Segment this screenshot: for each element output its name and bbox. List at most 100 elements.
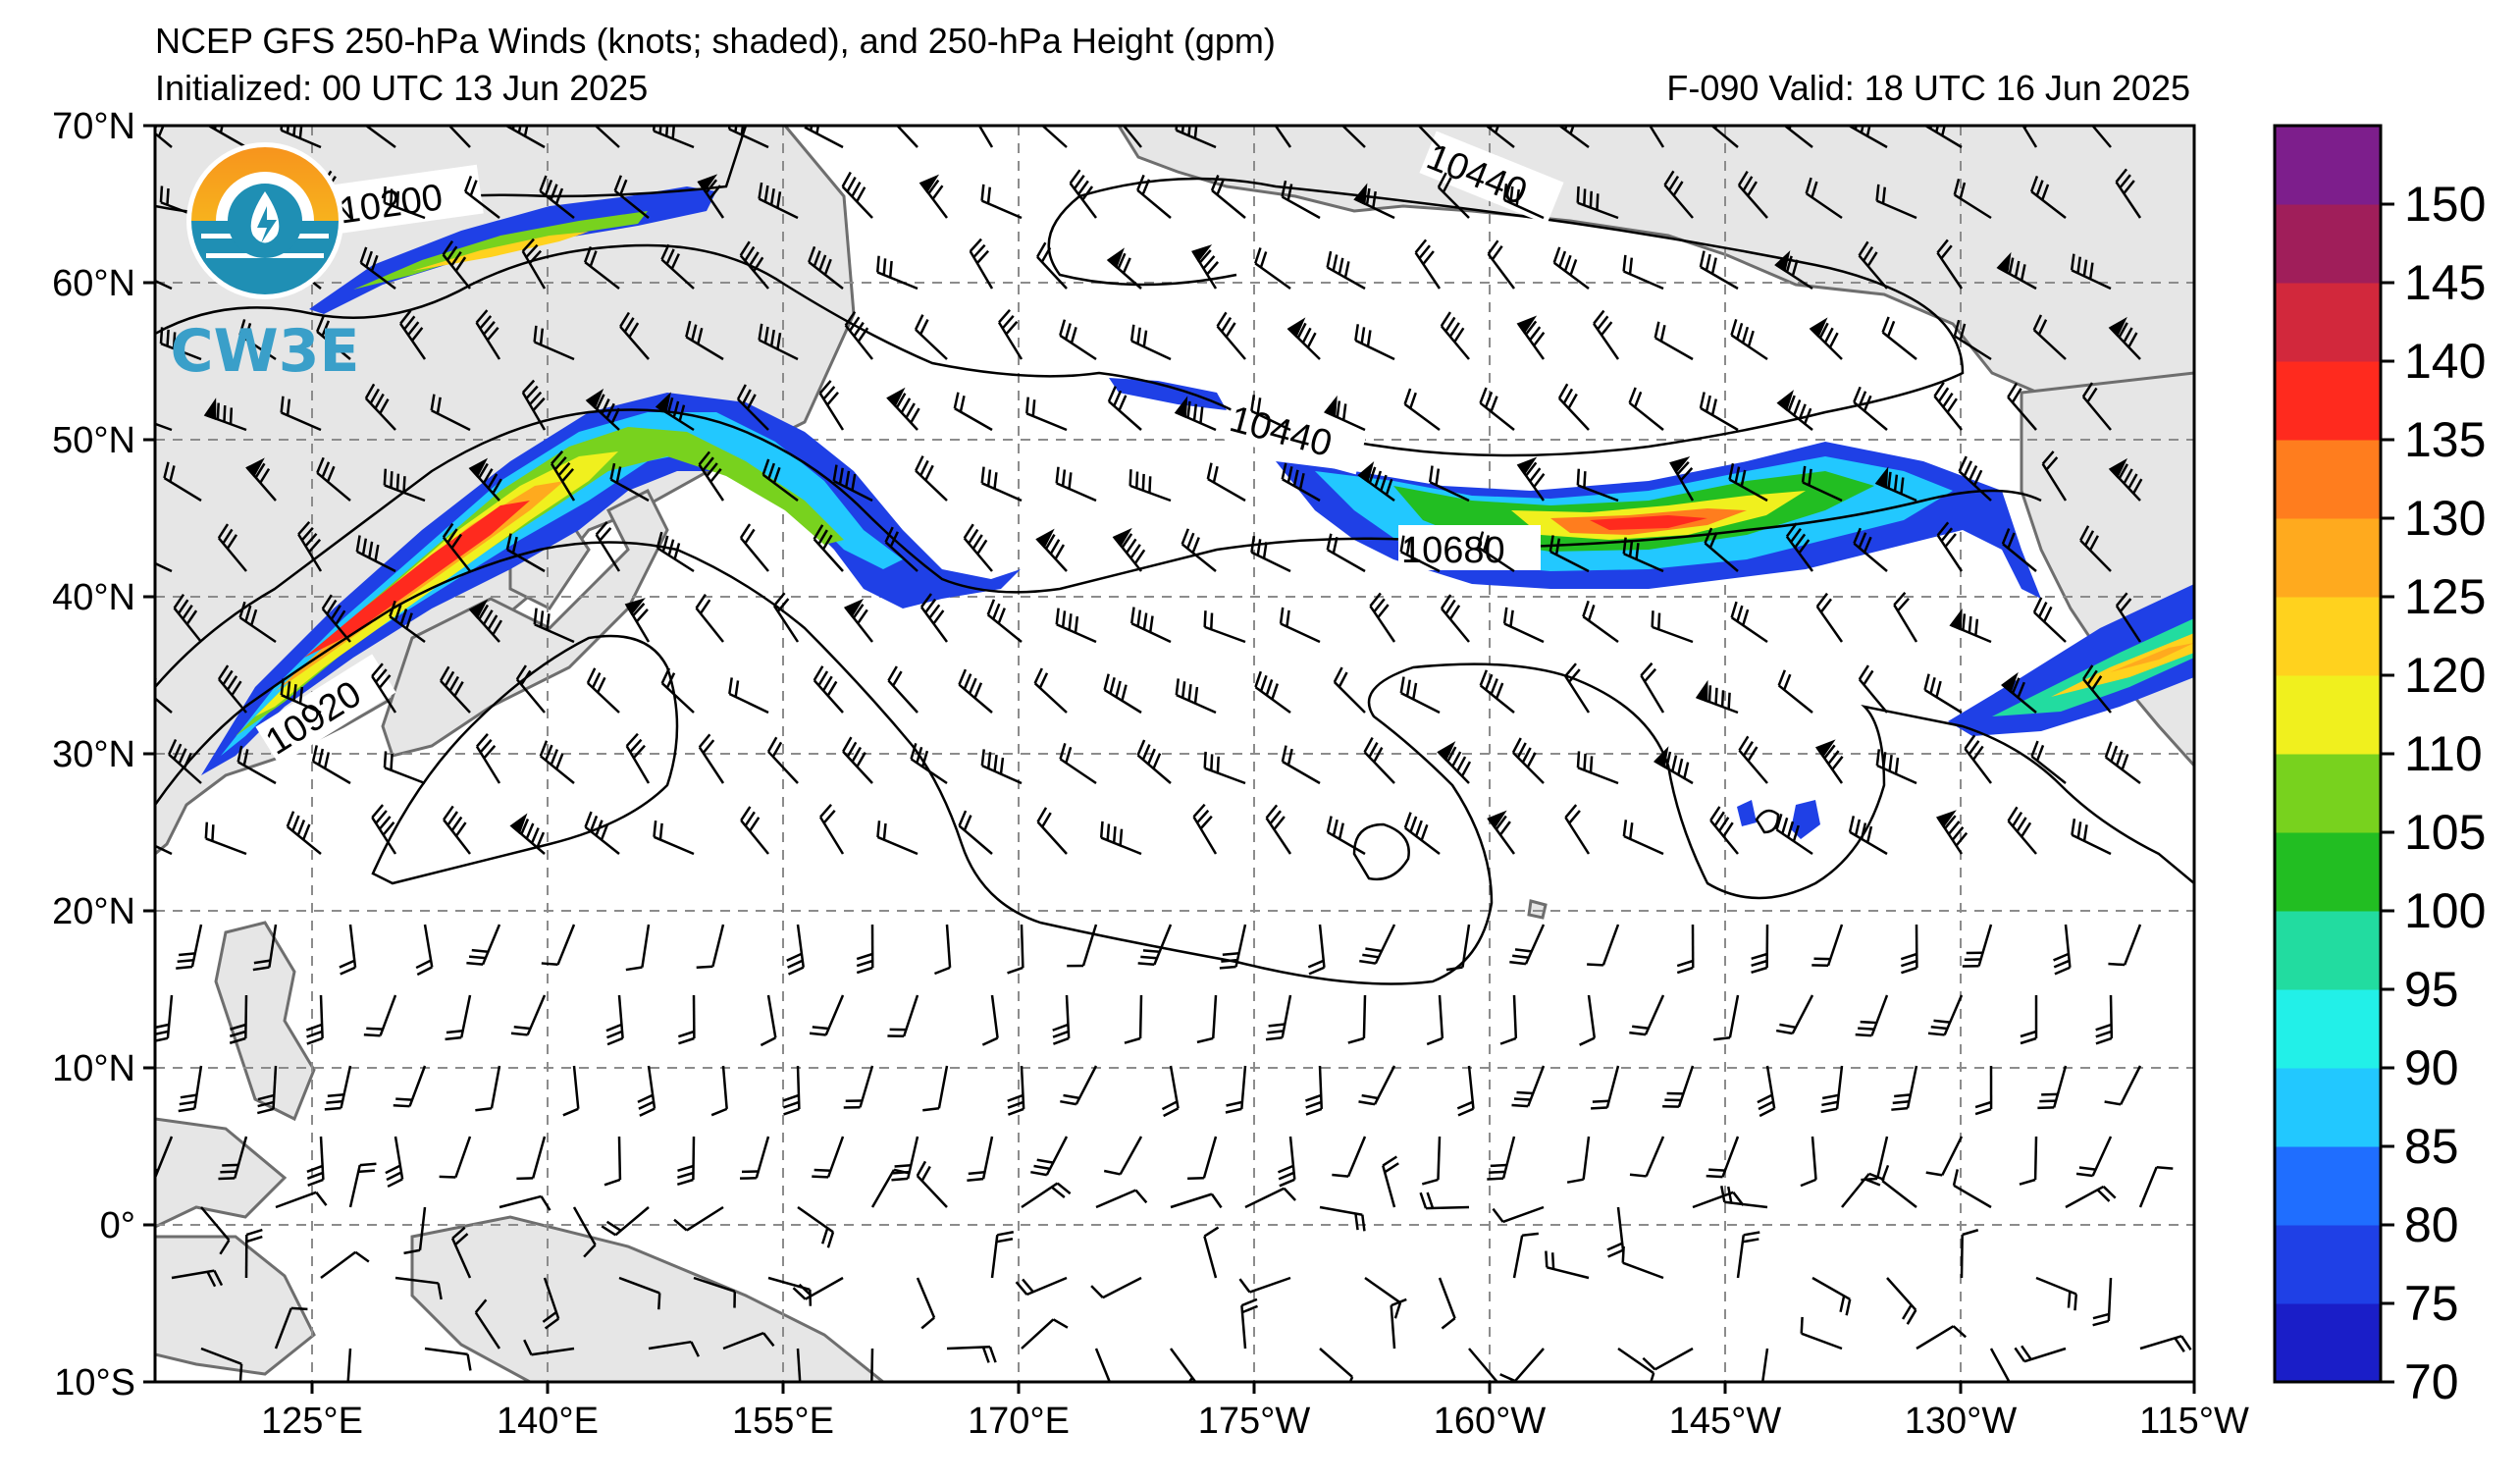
barb-feather xyxy=(1558,126,1566,127)
wind-barb xyxy=(541,924,576,967)
barb-shaft xyxy=(1704,542,1739,572)
barb-shaft xyxy=(297,533,323,572)
barb-feather xyxy=(1900,477,1905,495)
barb-feather xyxy=(1358,1100,1376,1106)
barb-feather xyxy=(1751,959,1768,968)
barb-feather xyxy=(1077,180,1089,195)
wind-barb xyxy=(1875,184,1917,220)
barb-feather xyxy=(1713,1036,1731,1041)
barb-feather xyxy=(1269,810,1282,825)
wind-barb xyxy=(766,736,799,784)
wind-barb xyxy=(990,1231,1014,1279)
barb-feather xyxy=(758,182,763,199)
barb-feather xyxy=(1632,1025,1649,1030)
barb-shaft xyxy=(1582,615,1619,644)
wind-barb xyxy=(1728,462,1768,503)
barb-feather xyxy=(383,468,388,486)
barb-shaft xyxy=(737,397,769,431)
barb-feather xyxy=(2076,821,2082,839)
barb-feather xyxy=(1265,1035,1283,1041)
barb-feather xyxy=(1298,472,1305,490)
barb-feather xyxy=(2071,819,2076,835)
wind-barb xyxy=(1137,924,1173,966)
barb-feather xyxy=(1845,1298,1852,1316)
barb-feather xyxy=(1709,806,1721,821)
wind-barb xyxy=(345,1348,352,1382)
barb-shaft xyxy=(1953,1184,1992,1209)
wind-barb xyxy=(1815,592,1844,643)
barb-feather xyxy=(1106,823,1111,841)
barb-feather xyxy=(1900,952,1917,961)
barb-feather xyxy=(157,126,167,137)
barb-feather xyxy=(1036,1158,1054,1164)
wind-barb xyxy=(1499,994,1518,1045)
barb-feather xyxy=(557,461,571,477)
wind-barb xyxy=(1935,810,1969,855)
barb-shaft xyxy=(1362,994,1367,1039)
wind-barb xyxy=(916,1277,936,1330)
barb-shaft xyxy=(551,462,576,502)
barb-feather xyxy=(528,249,543,264)
wind-barb xyxy=(739,240,769,290)
barb-shaft xyxy=(155,552,173,573)
wind-barb xyxy=(1319,1205,1366,1232)
wind-barb xyxy=(1099,821,1142,856)
barb-feather xyxy=(544,1317,559,1330)
barb-feather xyxy=(2070,253,2075,271)
barb-feather xyxy=(1568,810,1581,824)
barb-shaft xyxy=(1724,1200,1768,1209)
barb-feather xyxy=(762,1332,775,1348)
barb-feather xyxy=(740,806,752,821)
barb-feather xyxy=(695,594,707,609)
barb-feather xyxy=(523,1339,533,1355)
barb-feather xyxy=(677,1030,695,1038)
barb-feather xyxy=(1587,963,1603,967)
barb-feather xyxy=(968,677,977,695)
barb-feather xyxy=(632,603,646,617)
barb-feather xyxy=(844,470,851,488)
barb-feather xyxy=(1460,761,1472,777)
barb-shaft xyxy=(218,678,247,714)
barb-feather xyxy=(629,738,643,753)
wind-barb xyxy=(1886,1277,1917,1325)
barb-feather xyxy=(1557,383,1569,399)
barb-feather xyxy=(1129,324,1135,342)
barb-shaft xyxy=(418,1206,427,1250)
barb-shaft xyxy=(1853,542,1888,572)
barb-feather xyxy=(889,531,899,548)
barb-feather xyxy=(308,538,322,554)
barb-feather xyxy=(2115,592,2128,607)
wind-barb xyxy=(572,1206,597,1258)
wind-barb xyxy=(842,736,873,784)
barb-feather xyxy=(589,250,598,267)
barb-feather xyxy=(1513,1097,1531,1101)
barb-feather xyxy=(442,107,456,122)
barb-feather xyxy=(922,1107,940,1112)
wind-barb xyxy=(1244,1187,1296,1209)
wind-barb xyxy=(1279,607,1321,644)
barb-feather xyxy=(399,609,408,625)
barb-shaft xyxy=(1501,1136,1516,1179)
barb-feather xyxy=(758,323,763,341)
barb-feather xyxy=(1516,742,1527,759)
barb-feather xyxy=(229,1036,246,1044)
barb-feather xyxy=(2118,322,2128,339)
barb-shaft xyxy=(2035,1276,2077,1296)
barb-flag xyxy=(1174,396,1188,419)
barb-feather xyxy=(1022,1278,1034,1294)
new-guinea-land xyxy=(410,1215,886,1382)
barb-feather xyxy=(1707,685,1712,703)
barb-feather xyxy=(1216,756,1220,773)
jet-cutoff-blob-a xyxy=(1737,800,1757,826)
barb-feather xyxy=(1747,181,1758,197)
wind-barb xyxy=(505,533,546,573)
barb-shaft xyxy=(1477,546,1515,573)
barb-feather xyxy=(306,1164,324,1173)
barb-feather xyxy=(998,309,1011,324)
colorbar-tick-label: 140 xyxy=(2404,334,2486,389)
barb-feather xyxy=(474,1298,488,1314)
barb-feather xyxy=(1779,1023,1797,1030)
barb-feather xyxy=(691,324,698,342)
barb-feather xyxy=(993,472,998,490)
barb-shaft xyxy=(963,537,993,572)
